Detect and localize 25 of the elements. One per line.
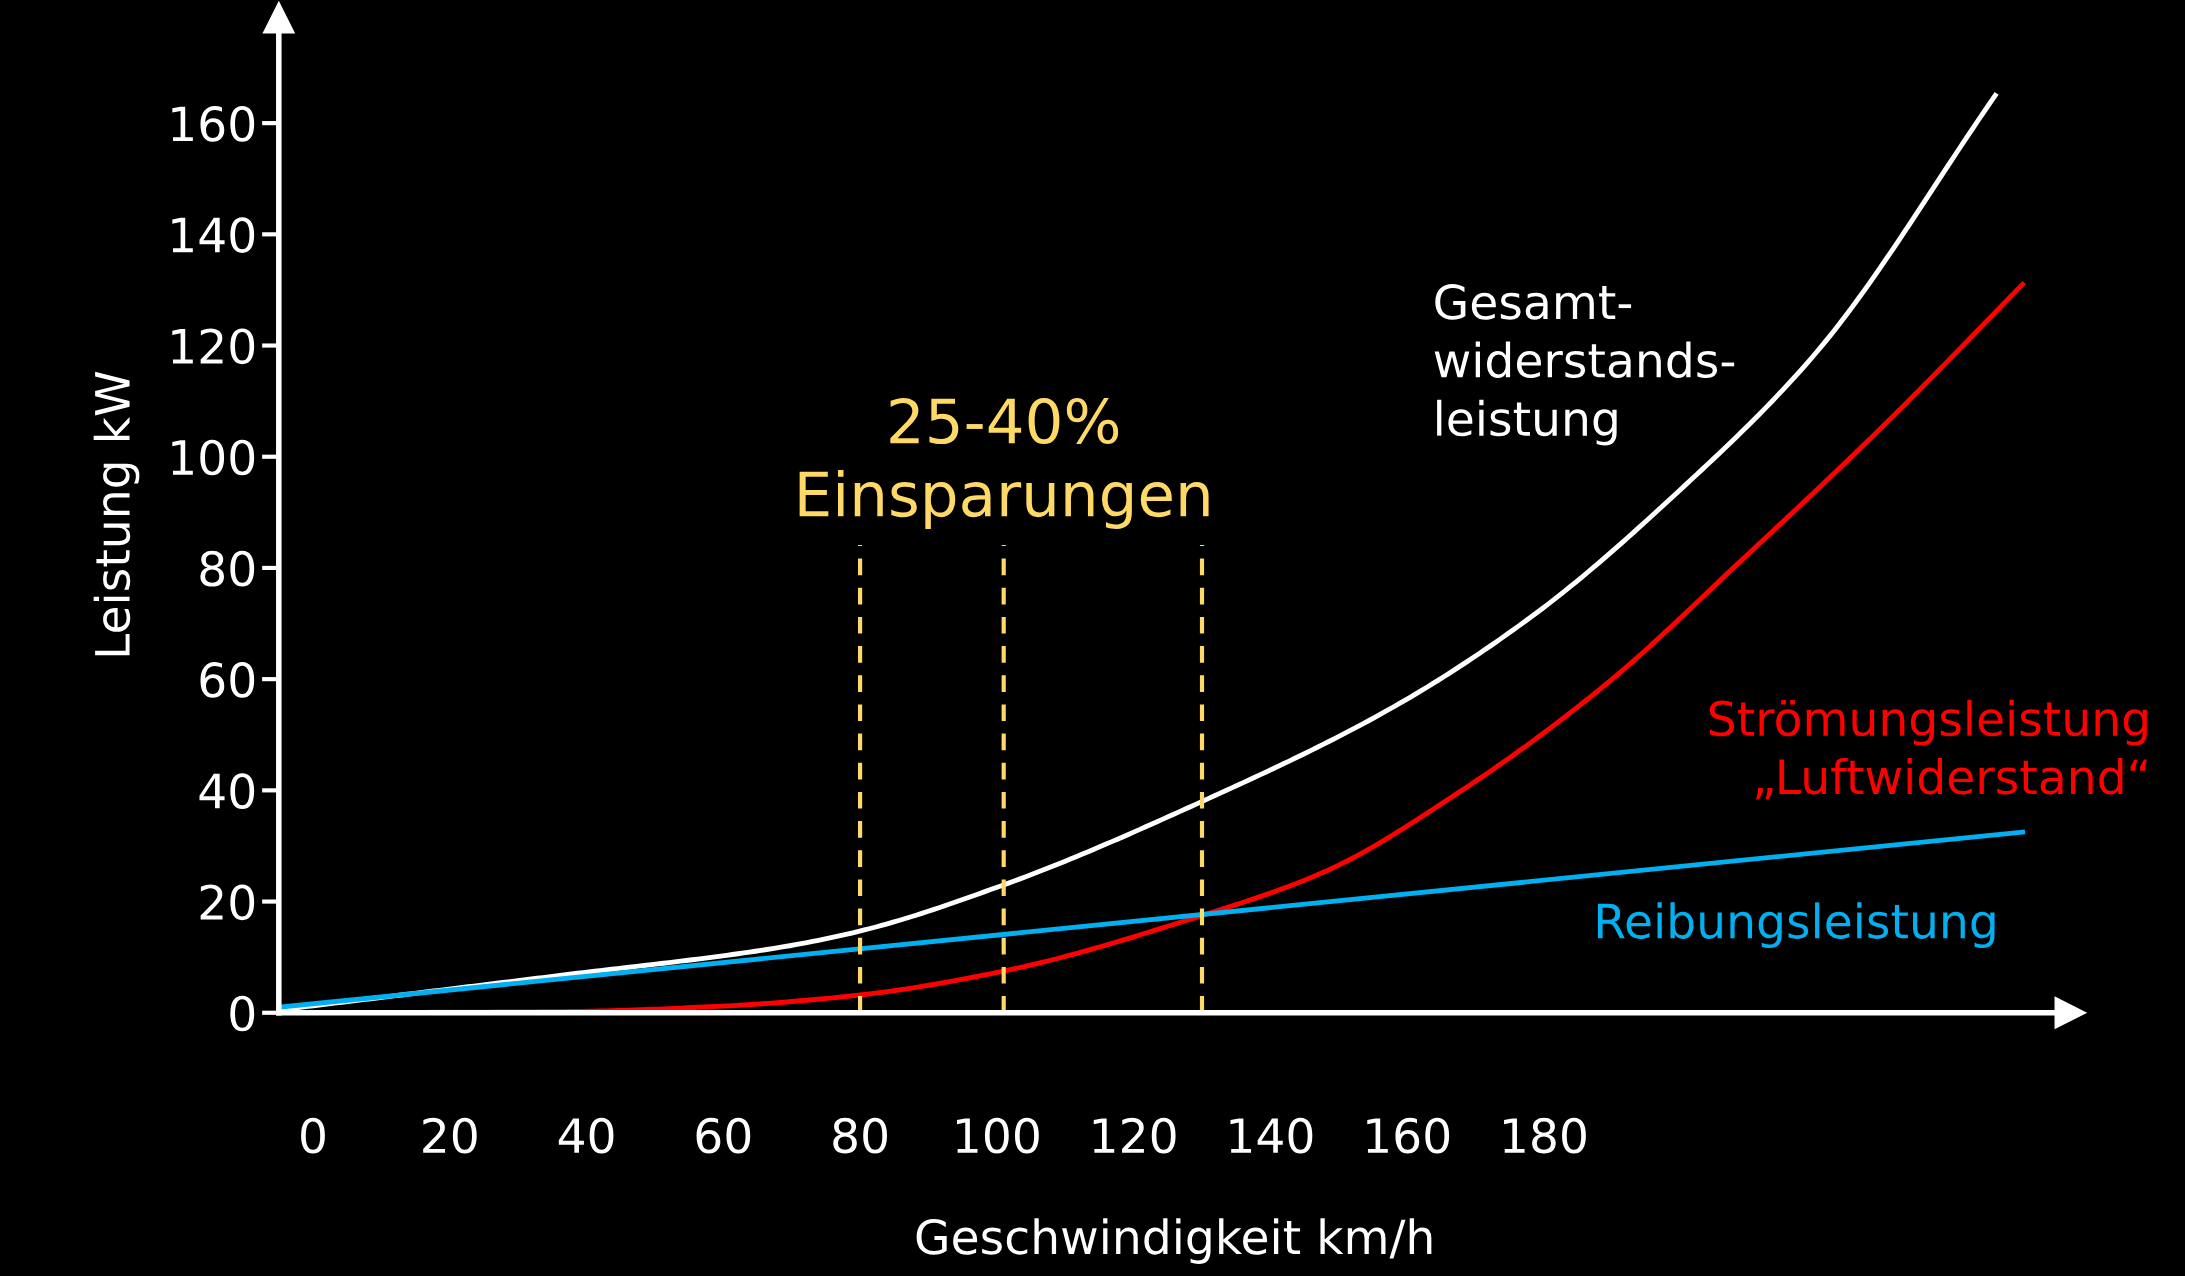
y-tick-label: 60 (200, 662, 255, 698)
x-tick-label: 120 (1093, 1117, 1176, 1154)
y-tick-label: 20 (200, 884, 255, 921)
x-tick-label: 100 (956, 1117, 1039, 1154)
annotation: 25-40% Einsparungen (799, 397, 1209, 530)
y-tick-label: 40 (199, 773, 255, 809)
x-tick-label: 80 (833, 1117, 887, 1154)
y-tick-label: 100 (172, 439, 255, 476)
x-tick-label: 20 (423, 1117, 477, 1154)
series-label: Reibungsleistung (1597, 902, 1995, 949)
x-axis-title: Geschwindigkeit km/h (916, 1218, 1432, 1264)
x-tick-label: 140 (1230, 1117, 1313, 1154)
series-label: Strömungsleistung „Luftwiderstand“ (1709, 699, 2147, 800)
series-label: Gesamt- widerstands- leistung (1434, 284, 1735, 446)
x-tick-label: 60 (696, 1117, 751, 1154)
x-tick-label: 180 (1504, 1117, 1586, 1154)
y-axis-title: Leistung kW (93, 371, 140, 656)
x-tick-label: 160 (1367, 1117, 1450, 1154)
y-tick-label: 160 (172, 106, 255, 142)
y-tick-label: 80 (200, 550, 255, 587)
x-tick-label: 40 (558, 1117, 614, 1154)
y-tick-label: 0 (230, 995, 255, 1032)
y-tick-label: 140 (172, 217, 255, 253)
x-tick-label: 0 (301, 1117, 325, 1154)
y-tick-label: 120 (172, 328, 255, 365)
